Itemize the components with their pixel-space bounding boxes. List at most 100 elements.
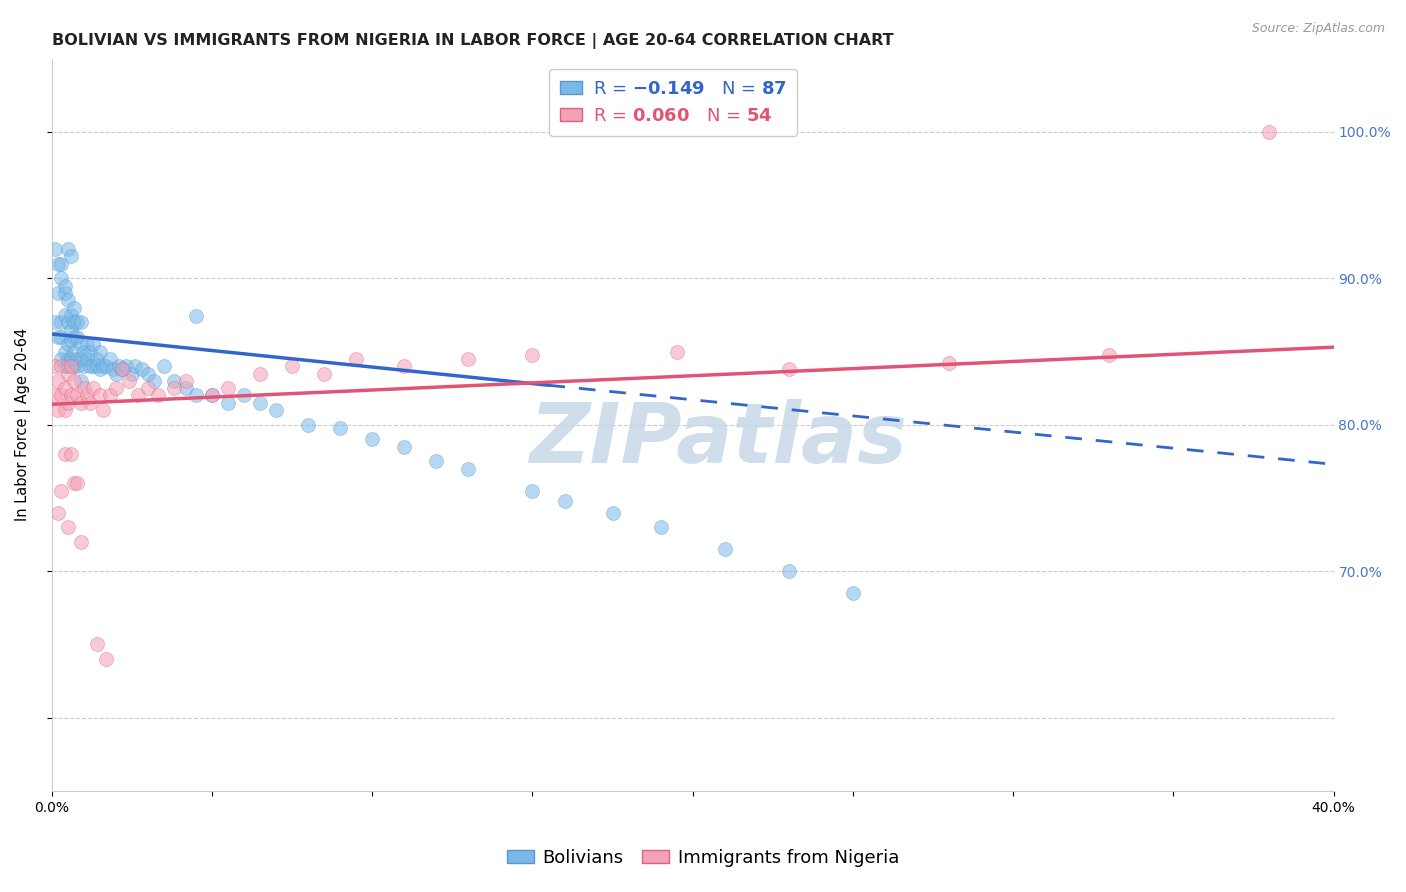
Point [63,359,86,374]
Point [69,396,91,410]
Point [46,285,69,300]
Y-axis label: In Labor Force | Age 20-64: In Labor Force | Age 20-64 [15,328,31,522]
Point [86,351,108,366]
Text: Source: ZipAtlas.com: Source: ZipAtlas.com [1251,22,1385,36]
Point [89,388,111,402]
Point [51,483,73,498]
Point [1258,125,1281,139]
Point [66,359,89,374]
Point [96,359,118,374]
Point [56,520,79,534]
Point [91,403,114,417]
Point [69,351,91,366]
Point [425,454,447,468]
Point [79,344,101,359]
Point [51,271,73,285]
Point [60,351,83,366]
Point [66,476,89,491]
Point [44,359,66,374]
Point [361,433,384,447]
Point [457,351,479,366]
Point [111,362,134,376]
Point [51,330,73,344]
Point [650,520,672,534]
Point [522,347,544,361]
Point [457,461,479,475]
Point [146,388,169,402]
Point [127,388,149,402]
Point [76,351,98,366]
Point [82,381,104,395]
Point [53,359,76,374]
Point [46,257,69,271]
Point [86,359,108,374]
Point [111,362,134,376]
Point [46,330,69,344]
Point [53,285,76,300]
Point [69,535,91,549]
Point [124,359,146,374]
Point [51,351,73,366]
Point [66,351,89,366]
Point [553,494,575,508]
Point [89,362,111,376]
Point [76,388,98,402]
Point [136,367,159,381]
Point [131,362,153,376]
Point [281,359,304,374]
Point [394,440,416,454]
Point [96,652,118,666]
Text: ZIPatlas: ZIPatlas [530,399,907,480]
Point [46,506,69,520]
Point [217,381,239,395]
Point [98,388,121,402]
Point [201,388,224,402]
Point [98,351,121,366]
Point [53,447,76,461]
Point [79,396,101,410]
Point [60,249,83,263]
Point [143,374,166,388]
Point [60,359,83,374]
Point [63,374,86,388]
Point [53,308,76,322]
Point [938,356,960,370]
Point [217,396,239,410]
Point [249,367,271,381]
Point [53,381,76,395]
Point [297,417,319,432]
Point [63,301,86,315]
Point [46,374,69,388]
Point [63,330,86,344]
Point [118,374,141,388]
Point [1098,347,1121,361]
Point [344,351,367,366]
Point [76,337,98,351]
Point [184,310,207,324]
Point [108,359,131,374]
Text: BOLIVIAN VS IMMIGRANTS FROM NIGERIA IN LABOR FORCE | AGE 20-64 CORRELATION CHART: BOLIVIAN VS IMMIGRANTS FROM NIGERIA IN L… [52,33,893,49]
Point [104,381,127,395]
Point [60,323,83,337]
Point [842,586,865,600]
Point [778,362,800,376]
Point [314,367,336,381]
Point [79,359,101,374]
Point [153,359,176,374]
Point [60,333,83,347]
Point [56,396,79,410]
Legend: R = $\mathbf{-0.149}$   N = $\mathbf{87}$, R = $\mathbf{0.060}$   N = $\mathbf{5: R = $\mathbf{-0.149}$ N = $\mathbf{87}$,… [550,70,797,136]
Point [51,315,73,329]
Point [264,403,287,417]
Point [53,403,76,417]
Point [60,308,83,322]
Point [63,476,86,491]
Point [778,564,800,578]
Point [249,396,271,410]
Point [69,337,91,351]
Point [66,330,89,344]
Point [104,367,127,381]
Point [73,381,96,395]
Point [56,242,79,256]
Point [66,315,89,329]
